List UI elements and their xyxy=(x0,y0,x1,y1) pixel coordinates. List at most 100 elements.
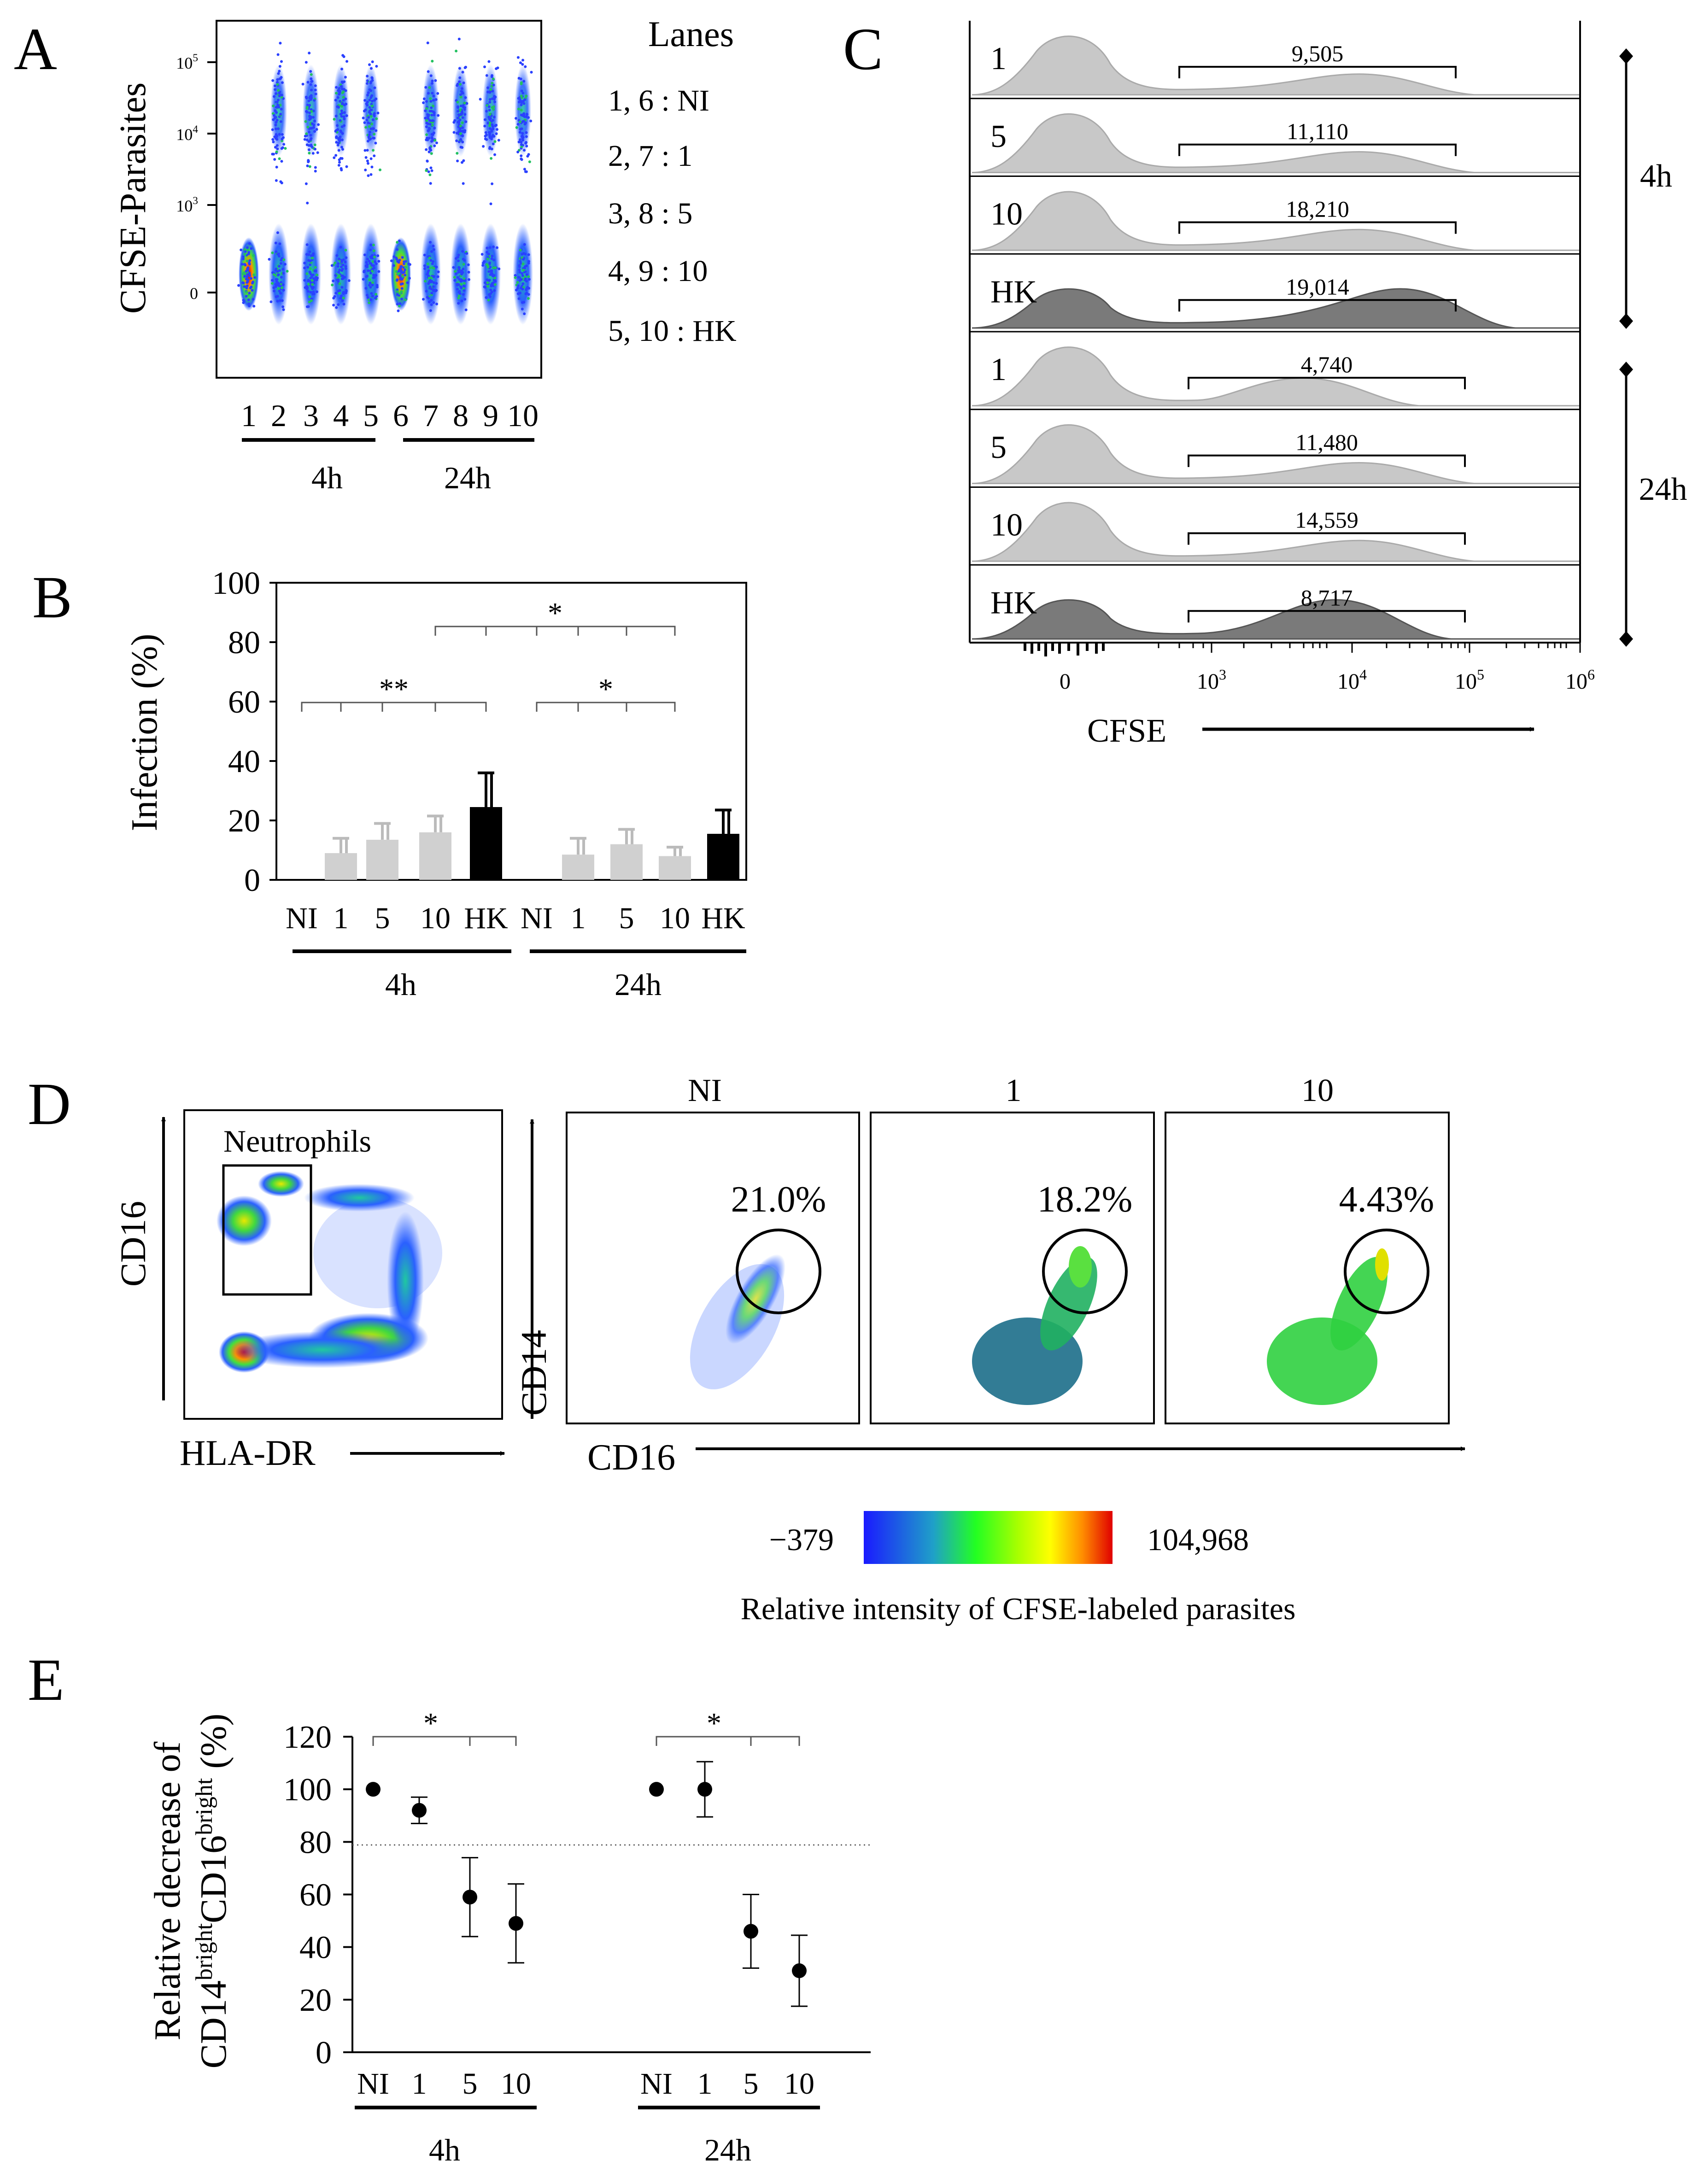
panel-b-category-label: 5 xyxy=(375,902,390,935)
panel-b-significance-bracket xyxy=(434,626,676,636)
panel-e-y-tick-label: 120 xyxy=(283,1720,332,1755)
panel-b-group-label-4h: 4h xyxy=(385,967,416,1002)
panel-c-gate-value: 14,559 xyxy=(1295,507,1359,533)
panel-label-b: B xyxy=(32,564,72,631)
panel-d-xlabel: CD16 xyxy=(587,1437,675,1478)
panel-a-y-tick-label: 105 xyxy=(176,52,198,72)
panel-e-y-tick-label: 100 xyxy=(283,1772,332,1808)
panel-c-row: 9,505 1 xyxy=(972,35,1580,96)
panel-a-lane-6 xyxy=(390,237,411,312)
panel-e-y-tick-label: 60 xyxy=(299,1878,332,1913)
panel-e-category-label: 10 xyxy=(784,2067,814,2101)
panel-b-error-bar xyxy=(427,814,444,832)
panel-e-group-label-24h: 24h xyxy=(704,2132,751,2167)
panel-e-y-tick-label: 20 xyxy=(299,1983,332,2018)
panel-c-gate-value: 18,210 xyxy=(1286,196,1349,222)
panel-e-point xyxy=(744,1924,758,1939)
panel-c-histogram xyxy=(972,35,1580,96)
panel-a-legend-item-5: 5, 10 : HK xyxy=(608,314,737,348)
panel-c-row-label: 1 xyxy=(990,41,1007,76)
panel-b-category-label: HK xyxy=(701,902,745,935)
panel-d-gate-label: Neutrophils xyxy=(223,1124,371,1159)
panel-c-group-bracket-24h xyxy=(1619,362,1633,647)
panel-c-row-label: 5 xyxy=(990,119,1007,154)
panel-e-point xyxy=(697,1782,712,1797)
panel-c-gate-bracket xyxy=(1178,221,1457,234)
panel-d: Neutrophils CD16 HLA-DR NI 1 10 21.0% 18 xyxy=(113,1073,1465,1626)
panel-c-histogram xyxy=(972,288,1580,329)
panel-c-gate-bracket xyxy=(1188,454,1466,467)
panel-b-significance-bracket xyxy=(301,702,487,712)
panel-c-gate-bracket xyxy=(1178,66,1457,78)
panel-a-lane-label: 5 xyxy=(363,398,379,433)
panel-d-neutrophil-gate xyxy=(222,1164,312,1296)
panel-a-lane-10 xyxy=(513,56,533,325)
panel-d-plot-ni-frame xyxy=(566,1112,860,1424)
panel-c-row-label: 10 xyxy=(990,197,1023,232)
panel-a-lane-label: 8 xyxy=(453,398,468,433)
panel-e-significance-label: * xyxy=(707,1707,721,1739)
panel-c-row-label: 1 xyxy=(990,352,1007,387)
panel-e-y-tick-label: 40 xyxy=(299,1930,332,1966)
panel-b-category-label: NI xyxy=(286,902,318,935)
panel-c-gate-value: 19,014 xyxy=(1286,274,1349,299)
panel-b-category-label: 5 xyxy=(619,902,634,935)
panel-e-y-ticks: 0 20 40 60 80 100 120 xyxy=(283,1720,352,2071)
panel-b-bars xyxy=(325,771,739,880)
panel-a-group-label-4h: 4h xyxy=(311,460,343,495)
panel-c-histogram xyxy=(972,113,1580,173)
panel-d-gating-ylabel: CD16 xyxy=(113,1201,153,1287)
panel-c-row: 14,559 10 xyxy=(970,486,1580,562)
panel-c-gate-value: 8,717 xyxy=(1301,585,1353,610)
panel-label-c: C xyxy=(843,16,883,82)
panel-a-lane-2 xyxy=(268,41,289,325)
panel-e-y-tick-label: 0 xyxy=(316,2035,332,2071)
panel-b-bar xyxy=(325,853,357,880)
panel-d-plot-10-frame xyxy=(1165,1112,1450,1424)
panel-c-gate-value: 4,740 xyxy=(1301,351,1353,377)
panel-c-xlabel: CFSE xyxy=(1087,712,1166,749)
panel-a-lane-label: 10 xyxy=(507,398,539,433)
panel-c-x-tick-label-5: 106 xyxy=(1565,666,1595,694)
panel-e-point xyxy=(412,1803,427,1818)
panel-a-lane-label: 6 xyxy=(393,398,409,433)
panel-a-group-label-24h: 24h xyxy=(444,460,491,495)
panel-d-ylabel: CD14 xyxy=(514,1330,554,1416)
panel-b-error-bar xyxy=(478,771,494,807)
panel-a-lane-7 xyxy=(421,41,441,325)
panel-d-plot-1-gate xyxy=(1042,1229,1128,1314)
panel-b-plot-frame xyxy=(275,582,747,881)
panel-b-error-bar xyxy=(333,837,349,853)
panel-e-group-label-4h: 4h xyxy=(429,2132,460,2167)
panel-b-error-bar xyxy=(618,828,635,844)
panel-d-plot-1-density xyxy=(972,1246,1097,1405)
panel-e-significance-bracket xyxy=(656,1736,800,1746)
panel-a-lane-label: 3 xyxy=(303,398,319,433)
panel-a-lane-5 xyxy=(361,60,382,325)
panel-a-y-ticks: 0 103 104 105 xyxy=(176,52,217,303)
panel-label-e: E xyxy=(28,1647,64,1713)
panel-b-bar xyxy=(659,856,691,880)
panel-d-plot-1-title: 1 xyxy=(1006,1073,1022,1108)
panel-d-colorbar-min: −379 xyxy=(769,1522,834,1557)
panel-c-row-label: 5 xyxy=(990,430,1007,465)
panel-e-category-label: NI xyxy=(640,2067,673,2101)
panel-e-point xyxy=(792,1963,807,1979)
panel-b-error-bar xyxy=(570,837,586,855)
panel-b-bar xyxy=(470,807,502,880)
panel-e-category-label: 5 xyxy=(463,2067,478,2101)
panel-a-legend-item-2: 2, 7 : 1 xyxy=(608,139,692,173)
panel-d-plot-1-percent: 18.2% xyxy=(1037,1179,1133,1220)
panel-label-a: A xyxy=(14,16,57,82)
panel-e-category-label: NI xyxy=(357,2067,389,2101)
panel-d-plot-ni-title: NI xyxy=(688,1073,722,1108)
panel-e-significance-bracket xyxy=(372,1736,517,1746)
panel-c: 9,505 1 11,110 5 18,210 10 19,014 HK 4,740 1 11,48… xyxy=(969,21,1687,749)
panel-c-x-tick-label-4: 105 xyxy=(1455,666,1484,694)
panel-c-row-label: HK xyxy=(990,585,1037,621)
panel-e-ylabel-line2: CD14brightCD16bright (%) xyxy=(191,1714,234,2069)
panel-c-histogram xyxy=(972,599,1580,640)
panel-a-ylabel: CFSE-Parasites xyxy=(113,82,153,314)
panel-c-row-label: 10 xyxy=(990,508,1023,543)
